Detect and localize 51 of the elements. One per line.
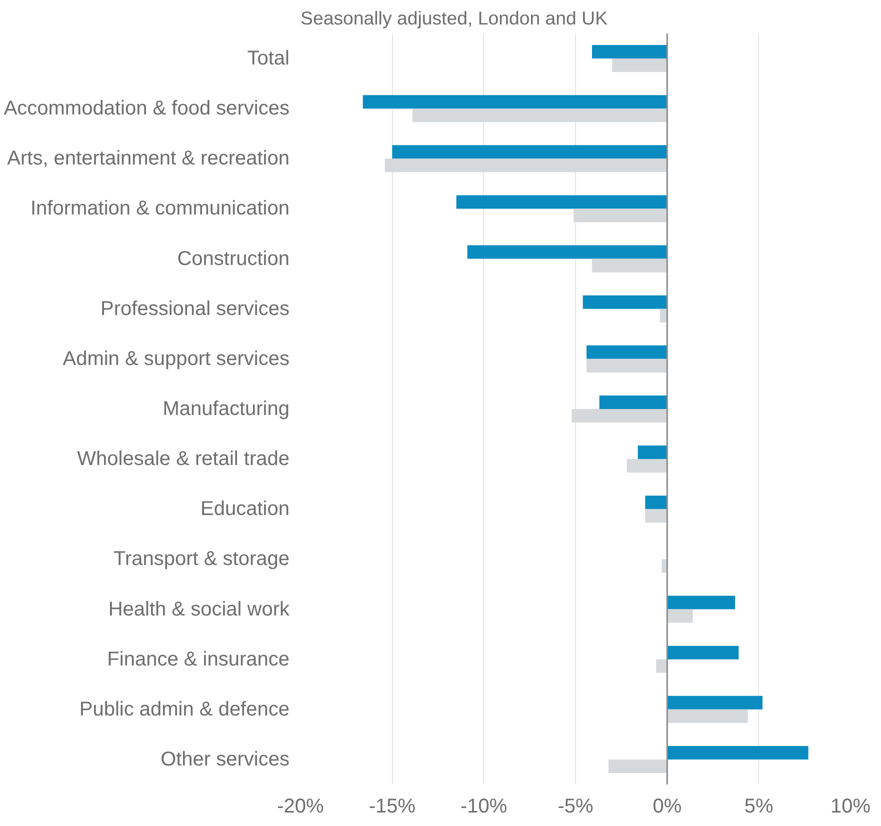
bar: [586, 358, 668, 372]
bar: [667, 709, 748, 723]
bar: [582, 295, 668, 309]
bar: [412, 108, 668, 122]
bar: [667, 696, 762, 710]
bar: [626, 459, 668, 473]
bar: [645, 496, 668, 510]
y-tick-label: Health & social work: [108, 598, 290, 620]
bar: [638, 446, 668, 460]
bar: [612, 58, 668, 72]
x-tick-label: 10%: [830, 796, 871, 818]
y-tick-label: Transport & storage: [113, 548, 290, 570]
bar: [574, 208, 668, 222]
x-tick-label: -5%: [558, 796, 594, 818]
bar: [467, 245, 668, 259]
x-tick-label: -10%: [460, 796, 508, 818]
bar: [667, 646, 739, 660]
y-tick-label: Public admin & defence: [79, 698, 290, 720]
x-tick-label: 5%: [744, 796, 774, 818]
y-tick-label: Wholesale & retail trade: [77, 448, 290, 470]
bar: [384, 158, 668, 172]
bar: [608, 759, 668, 773]
bar: [667, 746, 808, 760]
y-tick-label: Professional services: [100, 298, 290, 320]
y-tick-label: Finance & insurance: [107, 648, 290, 670]
bar: [586, 345, 668, 359]
bar: [599, 395, 668, 409]
bar: [392, 145, 668, 159]
bar: [667, 609, 693, 623]
x-tick-label: 0%: [652, 796, 682, 818]
x-tick-label: -15%: [368, 796, 416, 818]
y-tick-label: Admin & support services: [62, 348, 290, 370]
y-tick-label: Education: [200, 498, 290, 520]
bar: [572, 409, 668, 423]
bar: [662, 559, 668, 573]
y-tick-label: Total: [247, 48, 290, 70]
bar: [645, 509, 668, 523]
y-tick-label: Manufacturing: [162, 398, 290, 420]
bar: [362, 95, 668, 109]
y-tick-label: Construction: [177, 248, 290, 270]
x-tick-label: -20%: [277, 796, 324, 818]
chart-subtitle: Seasonally adjusted, London and UK: [300, 8, 608, 28]
y-tick-label: Arts, entertainment & recreation: [7, 148, 290, 170]
bar: [592, 45, 668, 59]
bar: [667, 596, 735, 610]
bar: [456, 195, 668, 209]
y-tick-label: Accommodation & food services: [4, 98, 290, 120]
bar: [592, 258, 668, 272]
y-tick-label: Other services: [160, 748, 290, 770]
y-tick-label: Information & communication: [30, 198, 290, 220]
bar: [656, 659, 668, 673]
